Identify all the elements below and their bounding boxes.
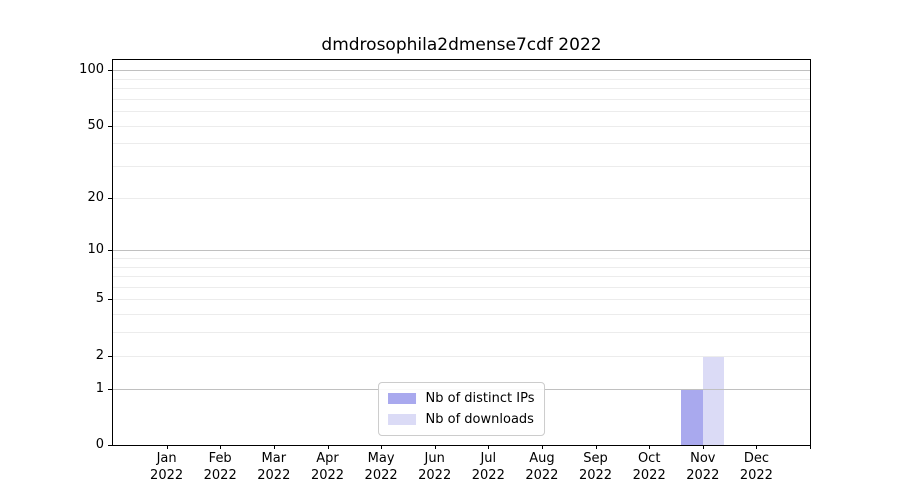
plot-area: Nb of distinct IPs Nb of downloads	[112, 59, 811, 446]
x-tick-label: Jun 2022	[418, 451, 452, 483]
gridline-minor	[113, 314, 810, 316]
gridline-minor	[113, 197, 810, 199]
y-tick-label: 10	[87, 242, 104, 258]
x-tick-label: Apr 2022	[310, 451, 345, 483]
gridline-minor	[113, 111, 810, 112]
gridline-minor	[113, 257, 810, 259]
legend-item-downloads: Nb of downloads	[387, 409, 535, 430]
x-tick-label: May 2022	[364, 451, 398, 483]
gridline-major	[113, 250, 810, 252]
y-tick-label: 2	[95, 347, 104, 363]
x-tick-label: Jul 2022	[471, 451, 505, 483]
gridline-minor	[113, 299, 810, 301]
bars-layer	[113, 60, 810, 445]
x-tick-label: Jan 2022	[150, 451, 184, 483]
gridline-minor	[113, 98, 810, 100]
x-tick-label: Nov 2022	[686, 451, 720, 483]
x-tick-label: Oct 2022	[632, 451, 666, 483]
gridline-minor	[113, 166, 810, 167]
bar-distinct-ips	[681, 388, 703, 445]
y-tick-label: 5	[95, 291, 104, 307]
legend-swatch-downloads	[387, 414, 416, 425]
chart-title: dmdrosophila2dmense7cdf 2022	[321, 35, 602, 55]
y-tick-label: 0	[95, 437, 104, 452]
y-tick-label: 1	[95, 380, 104, 396]
gridlines-layer	[113, 60, 810, 445]
x-tick-label: Sep 2022	[578, 451, 613, 483]
legend-label-downloads: Nb of downloads	[425, 411, 534, 427]
gridline-minor	[113, 143, 810, 145]
legend-label-distinct-ips: Nb of distinct IPs	[425, 390, 535, 406]
x-tick-label: Dec 2022	[739, 451, 773, 483]
gridline-minor	[113, 87, 810, 89]
legend-swatch-distinct-ips	[387, 393, 416, 404]
gridline-major	[113, 70, 810, 71]
x-tick-label: Mar 2022	[257, 451, 291, 483]
legend-item-distinct-ips: Nb of distinct IPs	[387, 388, 535, 409]
x-tick-label: Feb 2022	[203, 451, 237, 483]
gridline-minor	[113, 266, 810, 268]
y-tick-label: 50	[87, 117, 104, 133]
gridline-minor	[113, 276, 810, 277]
legend: Nb of distinct IPs Nb of downloads	[377, 382, 546, 436]
y-tick-label: 100	[79, 62, 104, 77]
bar-downloads	[702, 355, 725, 445]
gridline-minor	[113, 355, 810, 357]
gridline-minor	[113, 125, 810, 127]
gridline-minor	[113, 78, 810, 80]
gridline-minor	[113, 332, 810, 334]
gridline-minor	[113, 286, 810, 288]
x-tick-label: Aug 2022	[525, 451, 559, 483]
y-tick-label: 20	[87, 189, 104, 205]
